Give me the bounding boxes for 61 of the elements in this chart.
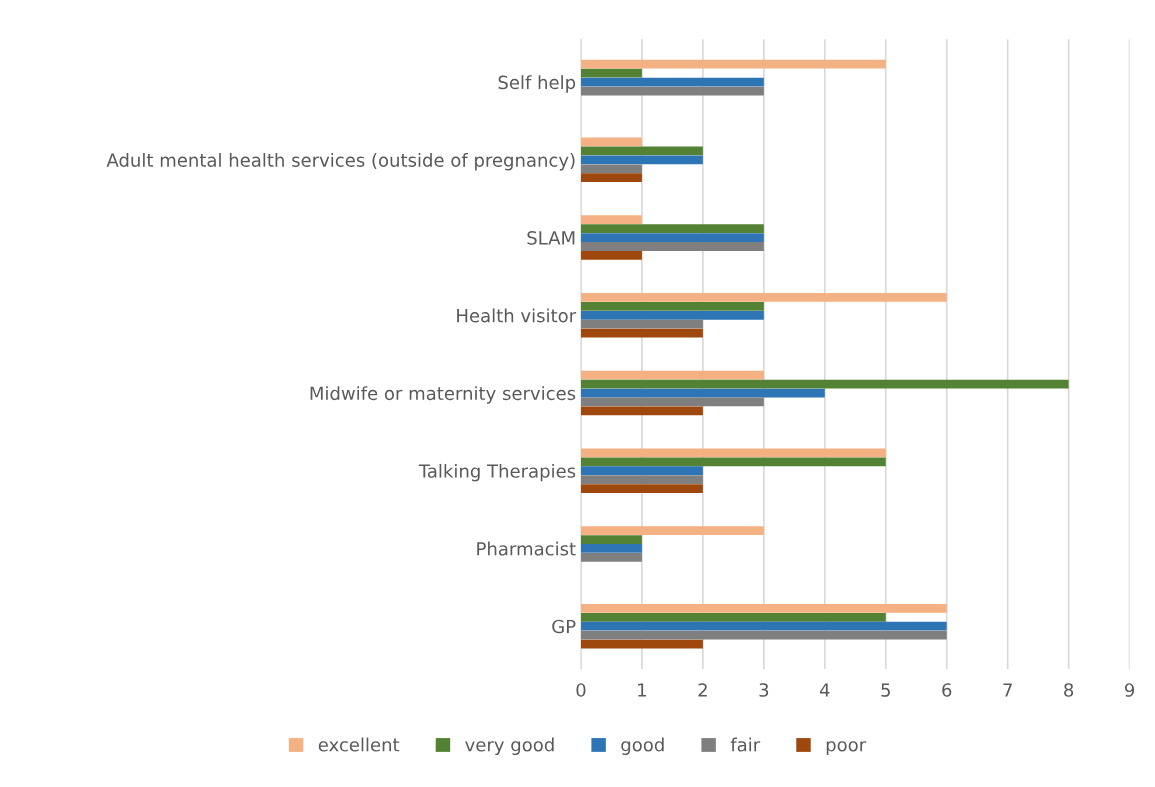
legend-label: very good [465, 737, 554, 756]
bar [580, 155, 703, 165]
bar [580, 173, 642, 183]
y-tick-label: Health visitor [457, 308, 577, 323]
bar [580, 535, 642, 544]
bar [580, 457, 886, 467]
bar [580, 310, 764, 320]
y-tick-label: Talking Therapies [418, 463, 576, 482]
x-tick-label: 3 [759, 683, 769, 697]
bar [580, 251, 642, 260]
x-tick-label: 6 [942, 683, 952, 697]
x-tick-label: 7 [1003, 683, 1012, 697]
bar [580, 86, 764, 96]
bar [580, 544, 642, 553]
y-tick-label: Pharmacist [477, 541, 576, 556]
bar [580, 397, 764, 407]
y-tick-label: Self help [498, 75, 576, 93]
x-tick-label: 8 [1064, 683, 1074, 697]
bar [580, 639, 703, 649]
bar [580, 466, 703, 476]
bar [580, 68, 642, 78]
legend-label: poor [826, 741, 867, 756]
bar [580, 603, 947, 613]
bar [580, 406, 703, 416]
bar [580, 475, 703, 485]
bar [580, 448, 886, 458]
bar [580, 319, 703, 329]
bar [580, 233, 764, 242]
bar [580, 328, 703, 338]
bar [580, 224, 764, 233]
x-tick-label: 2 [698, 683, 707, 697]
x-tick-label: 1 [638, 683, 646, 697]
bar [580, 301, 764, 311]
x-tick-label: 9 [1124, 683, 1135, 697]
bar [580, 137, 642, 147]
bar [580, 612, 886, 622]
y-tick-label: Adult mental health services (outside of pregnancy) [106, 152, 575, 171]
bar [580, 388, 825, 398]
bar [580, 59, 886, 69]
bar [580, 146, 703, 156]
bar [580, 215, 642, 225]
x-tick-label: 0 [576, 683, 586, 697]
bar [580, 553, 642, 562]
legend-label: excellent [318, 737, 400, 752]
legend-label: fair [730, 737, 761, 752]
y-tick-label: Midwife or maternity services [310, 386, 576, 404]
bar [580, 242, 764, 251]
x-tick-label: 4 [819, 683, 830, 697]
bar [580, 293, 947, 302]
bar [580, 621, 947, 631]
bar [580, 77, 764, 87]
y-tick-label: SLAM [527, 231, 575, 245]
legend-label: good [621, 737, 664, 756]
bar [580, 630, 947, 640]
bar [580, 526, 764, 535]
bar [580, 484, 703, 493]
x-tick-label: 5 [881, 683, 890, 697]
bar [580, 370, 764, 380]
bar [580, 379, 1069, 389]
bar [580, 164, 642, 174]
y-tick-label: GP [552, 619, 576, 634]
